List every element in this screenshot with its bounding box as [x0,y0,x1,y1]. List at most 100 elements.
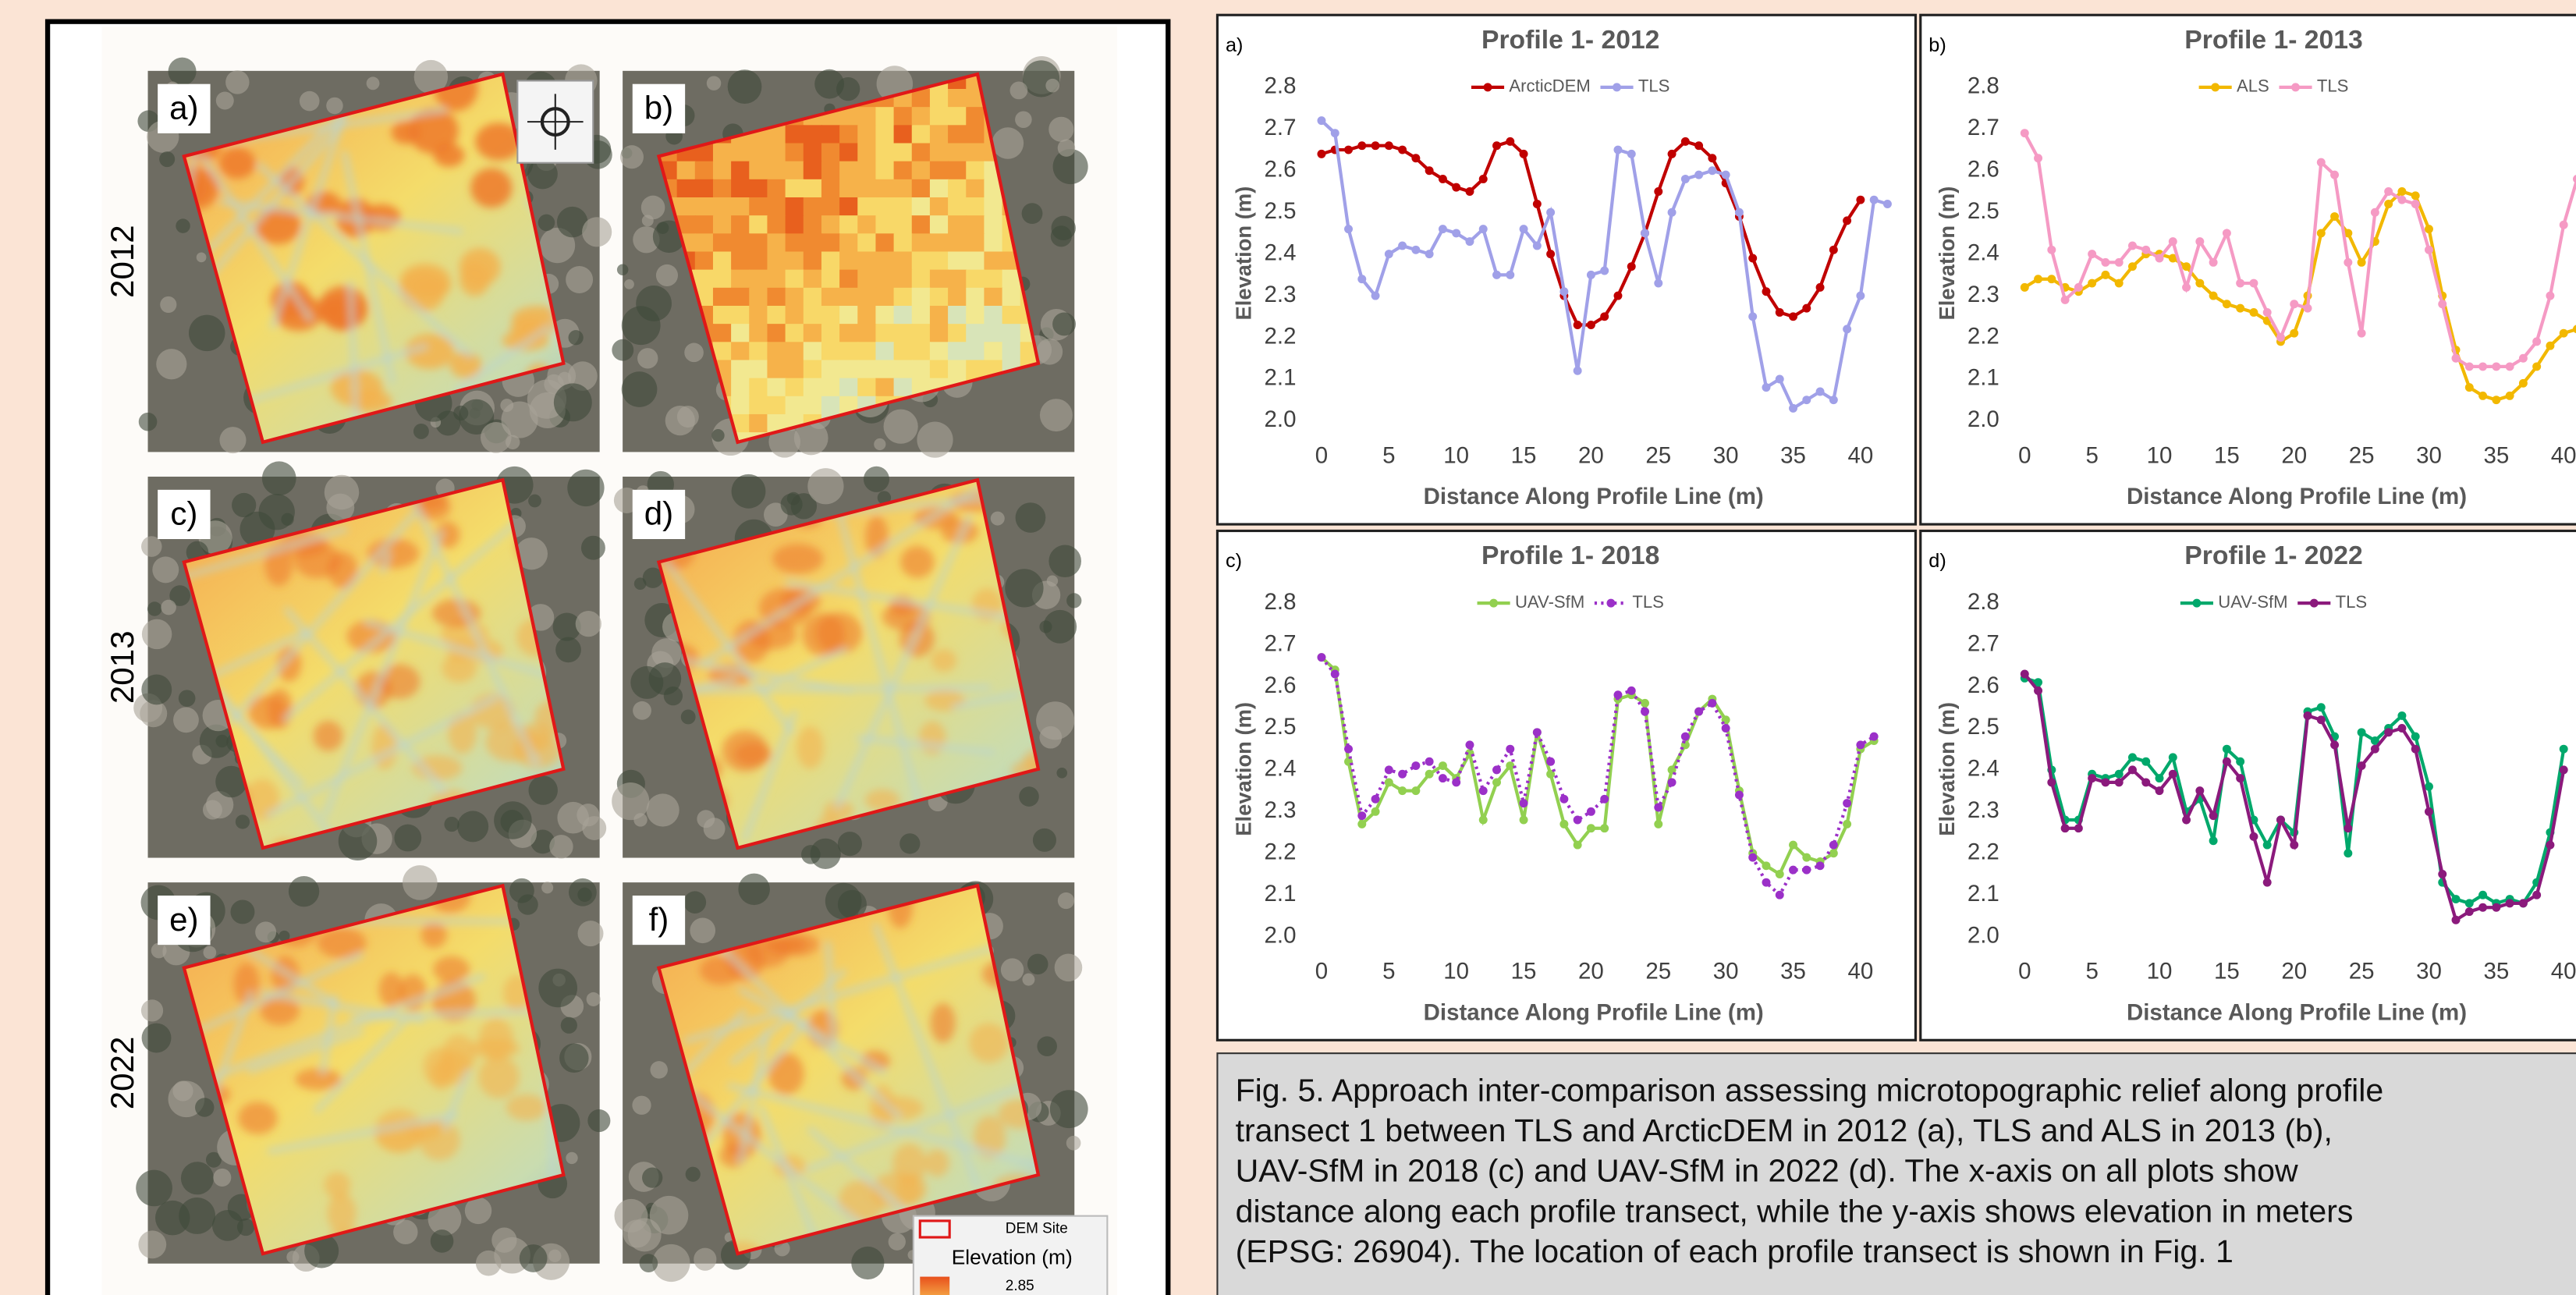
imagery-texture [727,69,762,104]
x-tick-label: 15 [2214,959,2240,985]
polygon-center [733,620,770,663]
data-point [2492,362,2501,371]
dem-pixel [857,269,877,289]
data-point [2060,295,2070,304]
data-point [1452,183,1461,192]
polygon-center [931,649,957,672]
dem-pixel [749,287,768,307]
data-point [1546,250,1556,259]
imagery-texture [559,1043,589,1073]
x-tick-label: 35 [2483,443,2509,469]
trough [760,647,847,692]
y-tick-label: 2.2 [1967,323,1999,349]
data-point [1829,245,1838,254]
legend-marker [2309,598,2319,608]
dem-pixel [767,215,786,235]
trough [268,1112,458,1155]
data-point [2182,262,2191,271]
dem-pixel [948,251,967,271]
year-label: 2013 [104,630,140,704]
data-point [1478,815,1488,825]
imagery-texture [874,438,886,451]
data-point [2262,840,2272,850]
imagery-texture [147,601,162,616]
data-point [1330,669,1339,679]
x-tick-label: 30 [1713,443,1739,469]
data-point [1654,279,1663,288]
imagery-texture [676,406,699,428]
trough [785,580,1037,625]
imagery-texture [394,824,422,852]
x-tick-label: 0 [2018,959,2031,985]
dem-pixel [694,179,714,199]
data-point [1856,291,1865,300]
caption-line: Fig. 5. Approach inter-comparison assess… [1236,1073,2384,1109]
data-point [1425,757,1434,766]
data-point [1667,149,1677,158]
dem-pixel [875,179,895,199]
polygon-center [722,730,768,772]
polygon-center [313,720,343,751]
dem-pixel [857,360,877,379]
y-tick-label: 2.3 [1967,282,1999,307]
imagery-texture [711,428,725,442]
imagery-texture [648,662,682,695]
data-point [1452,229,1461,238]
data-point [1802,303,1811,313]
dem-pixel [731,197,750,217]
dem-pixel [821,143,841,162]
imagery-texture [560,1016,577,1034]
data-point [2330,170,2340,179]
dem-pixel [821,342,841,361]
dem-pixel [1002,324,1021,343]
data-point [2074,824,2083,833]
data-point [2344,229,2353,238]
data-point [1762,287,1771,296]
dem-pixel [893,342,913,361]
data-point [1775,374,1784,384]
data-point [2397,187,2407,196]
data-point [2168,769,2177,779]
imagery-texture [195,1098,215,1117]
legend: UAV-SfM TLS [2180,592,2367,612]
x-tick-label: 20 [2281,443,2307,469]
data-point [2357,728,2366,737]
dem-pixel [694,269,714,289]
data-point [1559,794,1569,804]
data-point [1613,291,1623,300]
data-point [1680,732,1690,741]
dem-pixel [694,161,714,180]
x-tick-label: 5 [1382,959,1395,985]
dem-pixel [803,233,822,253]
data-point [1641,698,1649,708]
dem-pixel [712,324,733,343]
imagery-texture [642,567,664,588]
dem-pixel [712,287,733,307]
dem-pixel [984,342,1003,361]
data-point [1492,141,1501,151]
polygon-center [470,168,513,208]
dem-pixel [857,342,877,361]
polygon-center [405,334,455,369]
y-tick-label: 2.7 [1265,115,1297,140]
chart-title: Profile 1- 2012 [1481,26,1659,55]
y-tick-label: 2.0 [1265,406,1297,432]
data-point [1371,807,1380,816]
y-axis-label: Elevation (m) [1231,186,1255,321]
dem-pixel [767,342,786,361]
data-point [2357,328,2366,338]
data-point [1371,794,1380,804]
imagery-texture [517,894,538,915]
legend-ramp [920,1276,950,1295]
dem-pixel [821,197,841,217]
dem-pixel [803,324,822,343]
x-tick-label: 20 [2281,959,2307,985]
data-point [2222,744,2231,754]
data-point [2141,245,2151,254]
imagery-texture [1052,312,1077,336]
data-point [1330,129,1339,138]
imagery-texture [141,674,172,705]
imagery-texture [189,314,225,352]
dem-pixel [966,360,985,379]
dem-pixel [966,197,985,217]
